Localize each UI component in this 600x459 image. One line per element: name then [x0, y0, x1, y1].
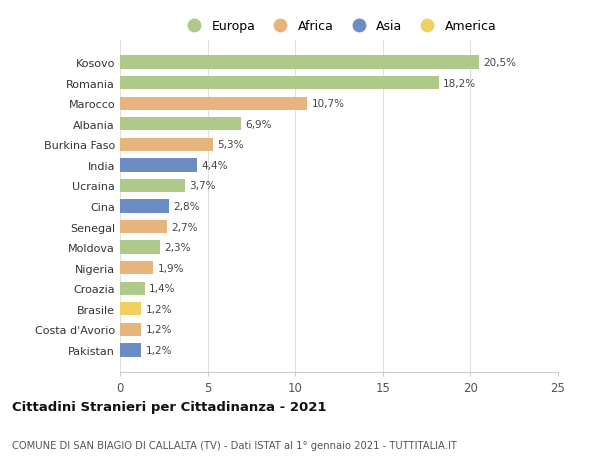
- Bar: [120, 343, 141, 357]
- Text: 4,4%: 4,4%: [202, 161, 228, 171]
- Text: 1,2%: 1,2%: [145, 325, 172, 335]
- Bar: [120, 282, 145, 295]
- Bar: [120, 241, 160, 254]
- Text: COMUNE DI SAN BIAGIO DI CALLALTA (TV) - Dati ISTAT al 1° gennaio 2021 - TUTTITAL: COMUNE DI SAN BIAGIO DI CALLALTA (TV) - …: [12, 440, 457, 450]
- Bar: [120, 262, 153, 275]
- Bar: [120, 200, 169, 213]
- Bar: [120, 97, 307, 111]
- Bar: [120, 77, 439, 90]
- Text: 3,7%: 3,7%: [189, 181, 216, 191]
- Bar: [120, 138, 213, 151]
- Text: 6,9%: 6,9%: [245, 119, 272, 129]
- Bar: [120, 56, 479, 70]
- Text: 1,4%: 1,4%: [149, 284, 175, 294]
- Legend: Europa, Africa, Asia, America: Europa, Africa, Asia, America: [179, 18, 499, 36]
- Text: 2,8%: 2,8%: [173, 202, 200, 212]
- Bar: [120, 179, 185, 193]
- Text: 10,7%: 10,7%: [312, 99, 345, 109]
- Text: 2,7%: 2,7%: [172, 222, 198, 232]
- Text: 1,9%: 1,9%: [158, 263, 184, 273]
- Text: Cittadini Stranieri per Cittadinanza - 2021: Cittadini Stranieri per Cittadinanza - 2…: [12, 400, 326, 413]
- Text: 18,2%: 18,2%: [443, 78, 476, 89]
- Text: 2,3%: 2,3%: [164, 242, 191, 252]
- Text: 20,5%: 20,5%: [484, 58, 517, 68]
- Text: 1,2%: 1,2%: [145, 345, 172, 355]
- Bar: [120, 323, 141, 336]
- Bar: [120, 220, 167, 234]
- Bar: [120, 159, 197, 172]
- Text: 5,3%: 5,3%: [217, 140, 244, 150]
- Bar: [120, 118, 241, 131]
- Bar: [120, 302, 141, 316]
- Text: 1,2%: 1,2%: [145, 304, 172, 314]
